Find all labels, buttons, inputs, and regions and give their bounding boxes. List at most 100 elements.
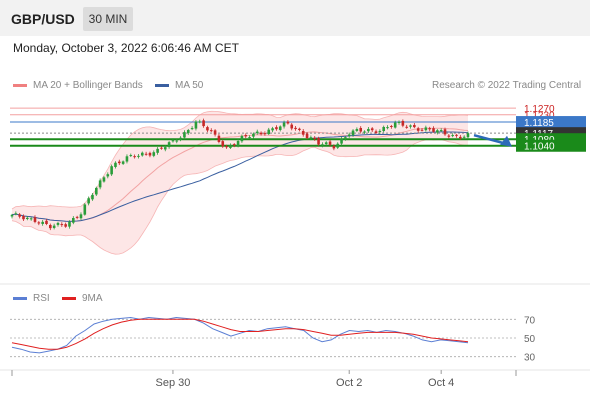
candle-body bbox=[64, 224, 67, 227]
candle-body bbox=[117, 161, 121, 164]
candle-body bbox=[344, 137, 347, 140]
candle-body bbox=[359, 127, 363, 132]
candle-body bbox=[106, 174, 110, 177]
bollinger-band-fill bbox=[12, 111, 468, 255]
axis-tick-label: Oct 4 bbox=[428, 377, 454, 389]
rsi-tick-label: 70 bbox=[524, 315, 536, 326]
candle-body bbox=[198, 121, 202, 123]
candle-body bbox=[347, 134, 351, 137]
candle-body bbox=[41, 221, 44, 224]
candle-body bbox=[309, 137, 313, 139]
candle-body bbox=[175, 140, 179, 142]
top-bar: GBP/USD 30 MIN bbox=[0, 0, 590, 36]
candle-body bbox=[45, 220, 48, 225]
candle-body bbox=[332, 145, 336, 149]
candle-body bbox=[129, 155, 133, 157]
bollinger-legend-label: MA 20 + Bollinger Bands bbox=[33, 80, 143, 91]
candle-body bbox=[79, 214, 83, 219]
candle-body bbox=[236, 140, 240, 146]
candle-body bbox=[163, 147, 167, 150]
candle-body bbox=[282, 122, 286, 127]
level-tag-1.1185 bbox=[516, 116, 586, 129]
level-label-1.1040: 1.1040 bbox=[524, 142, 555, 153]
ma9-legend-swatch bbox=[62, 297, 76, 300]
candle-body bbox=[137, 155, 140, 157]
chart-datetime: Monday, October 3, 2022 6:06:46 AM CET bbox=[13, 41, 239, 55]
candle-body bbox=[148, 152, 152, 156]
candle-body bbox=[98, 180, 102, 188]
candle-body bbox=[317, 138, 320, 145]
candle-body bbox=[397, 121, 401, 123]
candle-body bbox=[232, 144, 236, 146]
candle-body bbox=[29, 218, 33, 220]
candle-body bbox=[240, 136, 244, 142]
candle-body bbox=[144, 153, 148, 155]
candle-body bbox=[102, 177, 106, 182]
candle-body bbox=[125, 156, 129, 162]
candle-body bbox=[382, 126, 385, 132]
rsi-ma9-line bbox=[11, 318, 469, 350]
ma9-legend-label: 9MA bbox=[82, 293, 103, 304]
rsi-panel: 70 50 30 bbox=[10, 315, 536, 364]
candle-body bbox=[294, 127, 297, 130]
candle-body bbox=[455, 134, 458, 136]
candle-body bbox=[321, 144, 324, 146]
candle-body bbox=[213, 130, 217, 135]
candle-body bbox=[14, 213, 18, 215]
candle-body bbox=[436, 130, 439, 133]
candle-body bbox=[33, 217, 37, 222]
candle-body bbox=[206, 127, 209, 131]
bollinger-legend-swatch bbox=[13, 84, 27, 87]
candle-body bbox=[248, 137, 251, 139]
candle-body bbox=[95, 187, 98, 195]
candle-body bbox=[167, 142, 171, 148]
candle-body bbox=[60, 224, 64, 226]
candle-body bbox=[351, 130, 355, 136]
candle-body bbox=[401, 120, 405, 126]
key-levels bbox=[10, 107, 586, 147]
axis-tick-label: Sep 30 bbox=[156, 377, 191, 389]
candle-body bbox=[202, 120, 205, 127]
candle-body bbox=[68, 221, 71, 227]
forecast-arrow bbox=[473, 133, 512, 147]
candle-body bbox=[305, 133, 309, 139]
candles bbox=[10, 118, 470, 231]
candle-body bbox=[171, 140, 175, 142]
candle-body bbox=[370, 128, 374, 131]
candle-body bbox=[443, 129, 447, 135]
timeframe-badge[interactable]: 30 MIN bbox=[83, 7, 133, 31]
candle-body bbox=[405, 126, 408, 128]
candle-body bbox=[133, 156, 136, 158]
candle-body bbox=[244, 135, 248, 137]
candle-body bbox=[363, 131, 366, 133]
candle-body bbox=[466, 133, 470, 138]
candle-body bbox=[462, 136, 466, 138]
candle-body bbox=[278, 126, 282, 130]
candle-body bbox=[267, 129, 271, 135]
candle-body bbox=[22, 216, 25, 220]
credit-text: Research © 2022 Trading Central bbox=[432, 80, 582, 91]
candle-body bbox=[432, 128, 435, 132]
candle-body bbox=[447, 135, 451, 137]
rsi-tick-label: 50 bbox=[524, 334, 536, 345]
candle-body bbox=[252, 133, 255, 137]
candle-body bbox=[10, 214, 14, 217]
candle-body bbox=[179, 137, 182, 140]
candle-body bbox=[225, 146, 228, 148]
candle-body bbox=[183, 132, 186, 138]
rsi-legend-label: RSI bbox=[33, 293, 50, 304]
moving-averages bbox=[11, 127, 469, 222]
level-label-1.1270: 1.1270 bbox=[524, 104, 555, 115]
candle-body bbox=[340, 138, 343, 144]
candle-body bbox=[87, 198, 90, 204]
ma50-legend-swatch bbox=[155, 84, 169, 87]
forecast-arrow-shaft bbox=[473, 133, 507, 145]
candle-body bbox=[91, 194, 94, 200]
candle-body bbox=[18, 214, 21, 217]
candle-body bbox=[255, 131, 259, 134]
candle-body bbox=[190, 128, 194, 130]
candle-body bbox=[301, 131, 305, 135]
candle-body bbox=[298, 128, 301, 130]
candle-body bbox=[186, 130, 190, 134]
